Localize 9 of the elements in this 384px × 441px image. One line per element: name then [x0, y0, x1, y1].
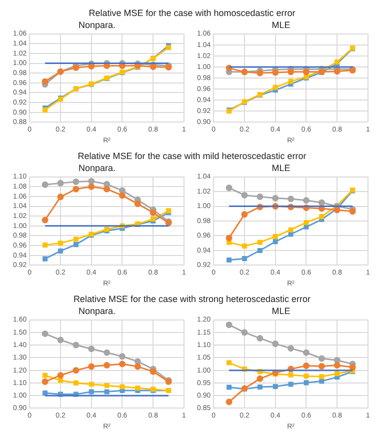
chart-title: MLE [272, 162, 290, 173]
text: Relative MSE for the case with strong heteroscedastic error [72, 294, 312, 305]
chart-title: Nonpara. [78, 162, 116, 173]
text: Relative MSE for the case with homoscedastic error [88, 8, 296, 19]
chart-title: MLE [272, 20, 290, 30]
text: Relative MSE for the case with mild heteroscedastic error [76, 151, 308, 162]
chart-title: Nonpara. [78, 306, 116, 316]
chart-title: MLE [272, 306, 290, 316]
chart-title: Nonpara. [78, 20, 116, 30]
